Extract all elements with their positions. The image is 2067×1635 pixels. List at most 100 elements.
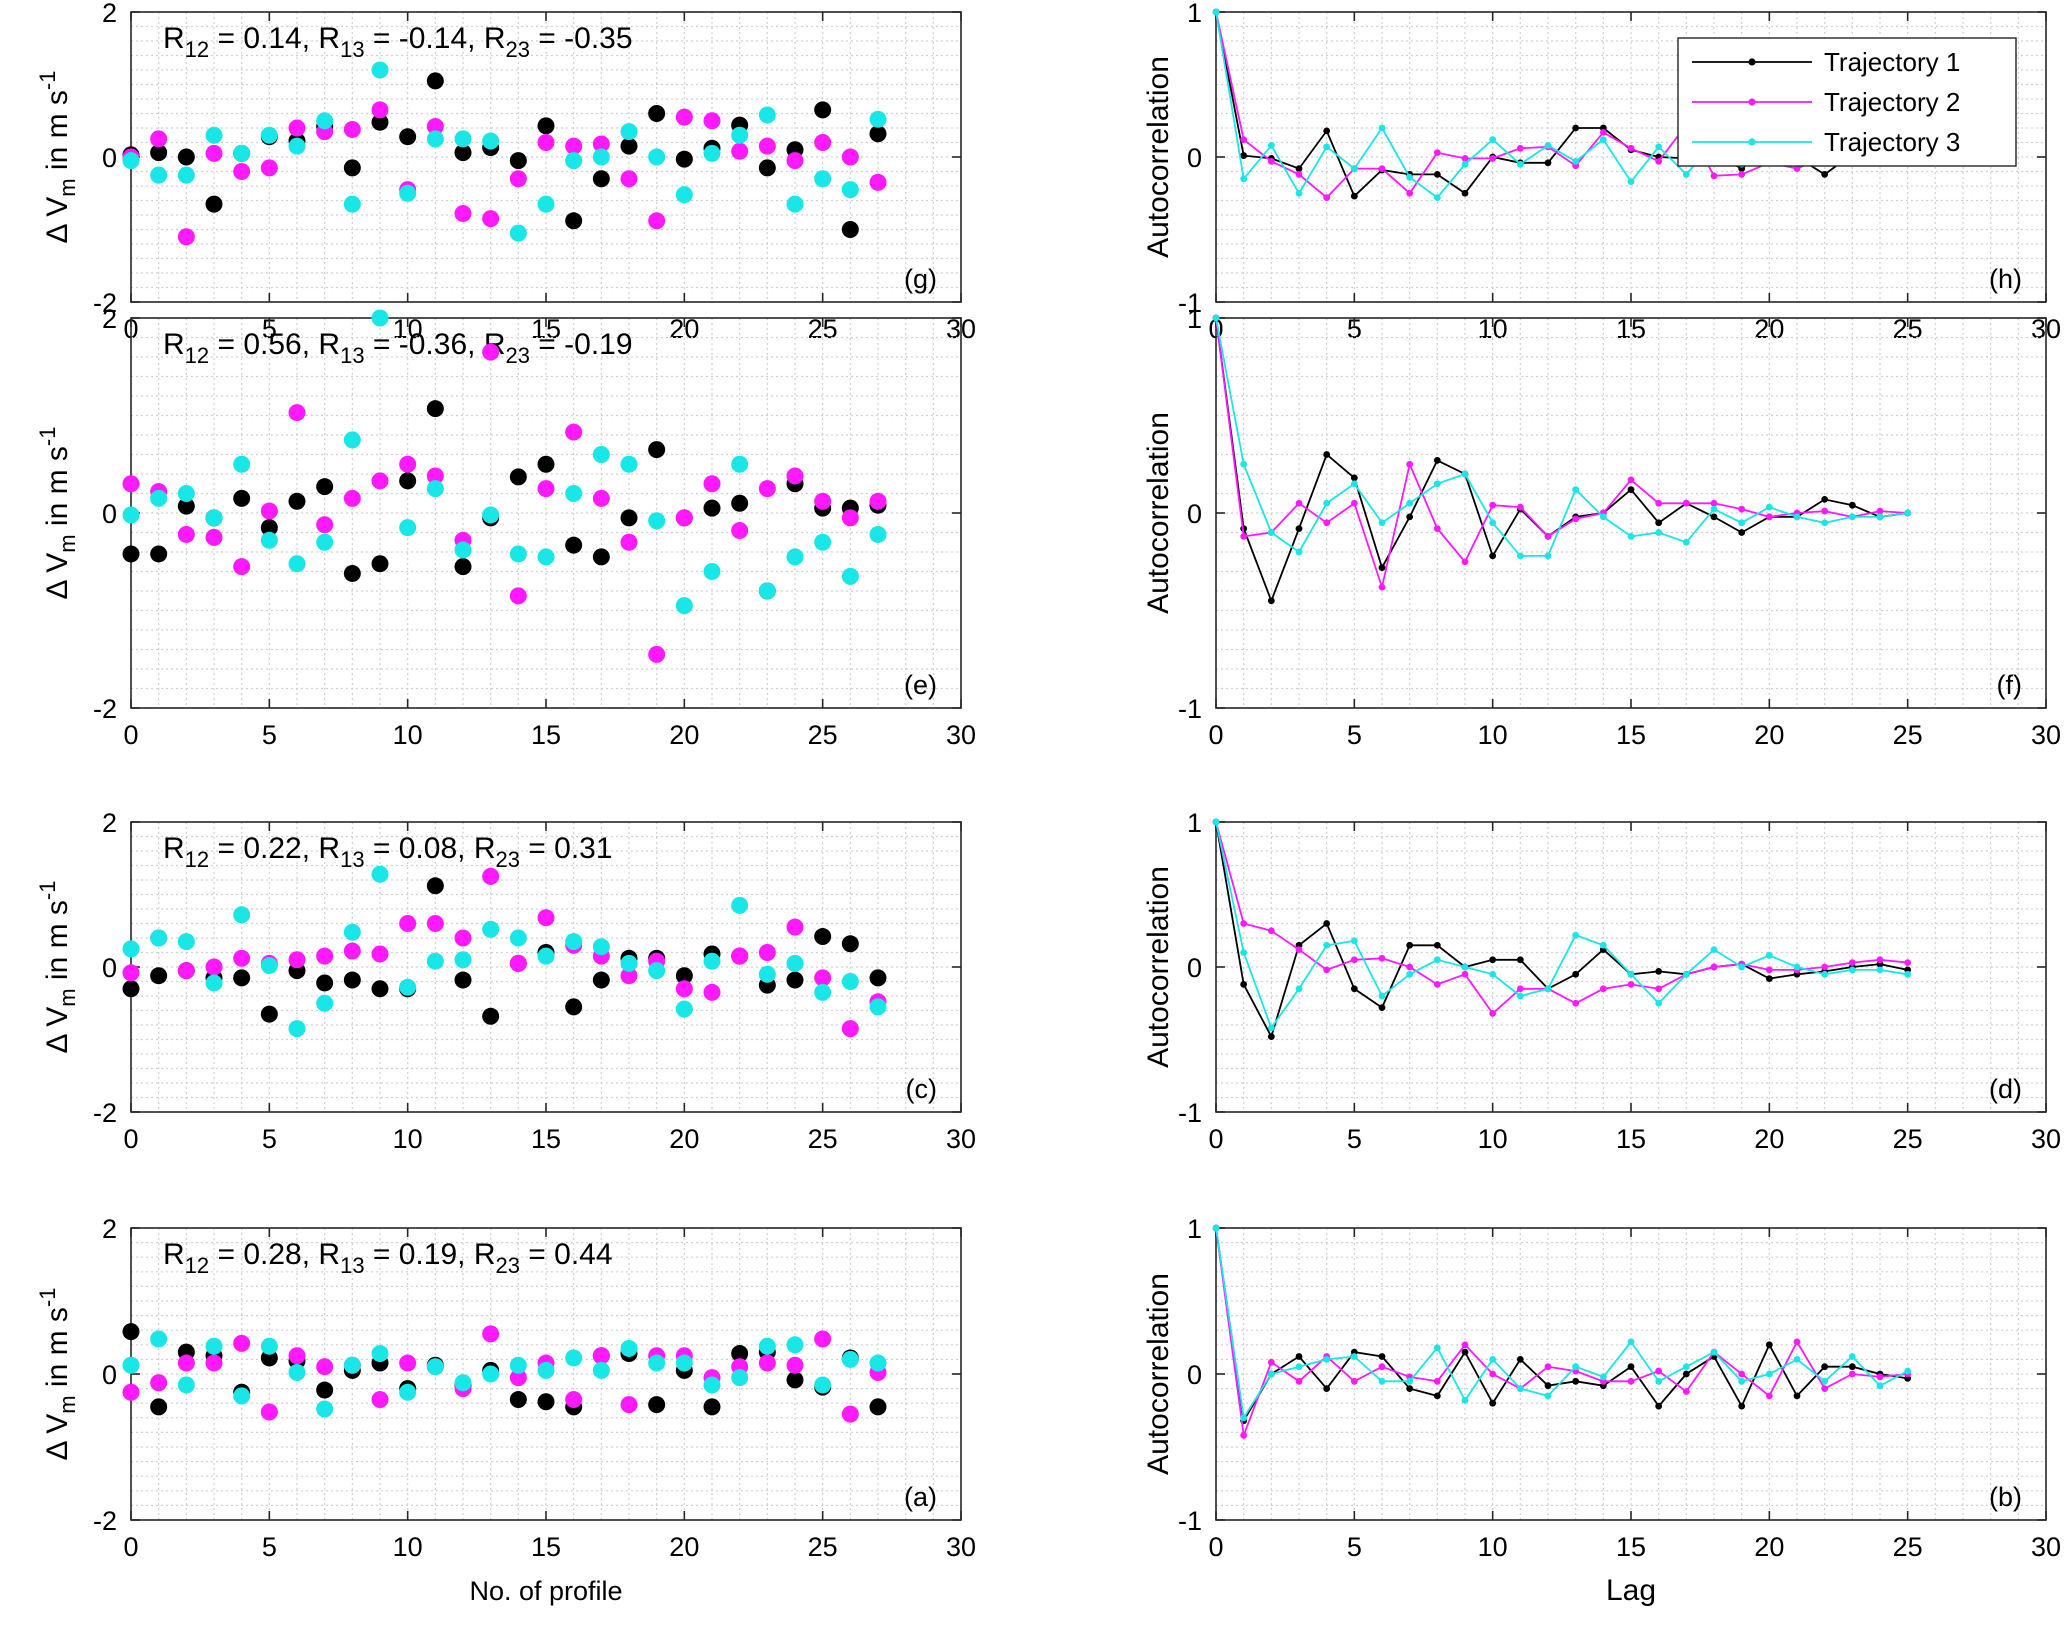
data-point	[371, 472, 389, 490]
data-point	[1212, 1224, 1220, 1232]
x-tick-label: 25	[808, 1532, 838, 1562]
data-point	[675, 1000, 693, 1018]
x-tick-label: 25	[808, 1124, 838, 1154]
data-point	[1489, 155, 1497, 162]
data-point	[122, 545, 140, 563]
data-point	[703, 563, 721, 580]
y-axis-label: Δ Vm in m s-1	[35, 1288, 80, 1461]
grid	[1216, 1228, 2046, 1520]
data-point	[786, 1356, 804, 1374]
data-point	[1710, 963, 1718, 971]
data-point	[1378, 954, 1386, 962]
legend-marker	[1748, 58, 1756, 66]
data-point	[1627, 981, 1635, 988]
data-point	[1489, 956, 1497, 964]
data-point	[1904, 509, 1912, 517]
data-point	[1489, 1370, 1497, 1378]
data-point	[1793, 1338, 1801, 1346]
panel-tag: (d)	[1989, 1074, 2022, 1104]
y-tick-label: 1	[1187, 0, 1202, 28]
data-point	[1793, 963, 1801, 971]
data-point	[233, 969, 251, 987]
data-point	[1267, 1033, 1275, 1040]
data-point	[288, 404, 306, 422]
data-point	[177, 962, 195, 980]
data-point	[1904, 970, 1912, 978]
data-point	[1295, 165, 1303, 173]
data-point	[1295, 171, 1303, 178]
data-point	[177, 525, 195, 543]
data-point	[316, 947, 334, 965]
legend-marker	[1748, 98, 1756, 106]
data-point	[786, 1371, 804, 1389]
data-point	[1240, 1431, 1248, 1439]
data-point	[1378, 583, 1386, 591]
data-point	[122, 152, 140, 170]
data-point	[233, 949, 251, 967]
data-point	[565, 998, 583, 1016]
data-point	[426, 952, 444, 970]
data-point	[371, 309, 389, 327]
data-point	[1323, 194, 1331, 202]
y-tick-label: 2	[102, 304, 117, 334]
data-point	[703, 1398, 721, 1416]
data-point	[1378, 1353, 1386, 1360]
data-point	[703, 499, 721, 517]
data-point	[509, 1356, 527, 1374]
data-point	[1212, 314, 1220, 322]
y-tick-label: 1	[1187, 1214, 1202, 1244]
data-point	[399, 1354, 417, 1372]
data-point	[260, 1403, 278, 1421]
data-point	[1516, 956, 1524, 964]
data-point	[1267, 1024, 1275, 1032]
x-tick-label: 15	[531, 1124, 561, 1154]
data-point	[1599, 136, 1607, 144]
data-point	[648, 148, 666, 166]
data-point	[1572, 515, 1580, 523]
legend-label: Trajectory 2	[1824, 87, 1960, 117]
y-tick-label: -2	[93, 1506, 117, 1536]
y-axis-label: Δ Vm in m s-1	[35, 71, 80, 244]
data-point	[758, 1354, 776, 1372]
data-point	[814, 492, 832, 510]
data-point	[509, 587, 527, 605]
y-tick-label: -1	[1178, 1506, 1202, 1536]
data-point	[675, 150, 693, 168]
y-axis-label: Δ Vm in m s-1	[35, 881, 80, 1054]
data-point	[1655, 1377, 1663, 1385]
data-point	[1793, 1356, 1801, 1363]
data-point	[758, 944, 776, 961]
data-point	[1655, 519, 1663, 527]
data-point	[1267, 597, 1275, 605]
grid	[1216, 318, 2046, 708]
grid	[131, 822, 961, 1112]
data-point	[1627, 1363, 1635, 1371]
series-line	[1215, 821, 1908, 1015]
data-point	[1516, 1356, 1524, 1363]
data-point	[1655, 999, 1663, 1007]
data-point	[1240, 175, 1248, 183]
x-tick-label: 0	[1208, 1532, 1223, 1562]
x-tick-label: 20	[669, 1124, 699, 1154]
data-point	[509, 170, 527, 188]
data-point	[1295, 189, 1303, 197]
data-point	[177, 148, 195, 166]
data-point	[1433, 194, 1441, 202]
data-point	[620, 967, 638, 985]
correlation-annotation: R12 = 0.22, R13 = 0.08, R23 = 0.31	[163, 832, 613, 872]
data-point	[814, 928, 832, 946]
y-tick-label: -1	[1178, 288, 1202, 318]
data-point	[592, 1361, 610, 1379]
data-point	[316, 974, 334, 992]
data-point	[869, 525, 887, 543]
data-point	[841, 181, 859, 199]
data-point	[869, 125, 887, 143]
data-point	[1572, 157, 1580, 165]
data-point	[1323, 966, 1331, 974]
y-tick-label: 2	[102, 808, 117, 838]
x-tick-label: 20	[1754, 1532, 1784, 1562]
data-point	[565, 152, 583, 170]
